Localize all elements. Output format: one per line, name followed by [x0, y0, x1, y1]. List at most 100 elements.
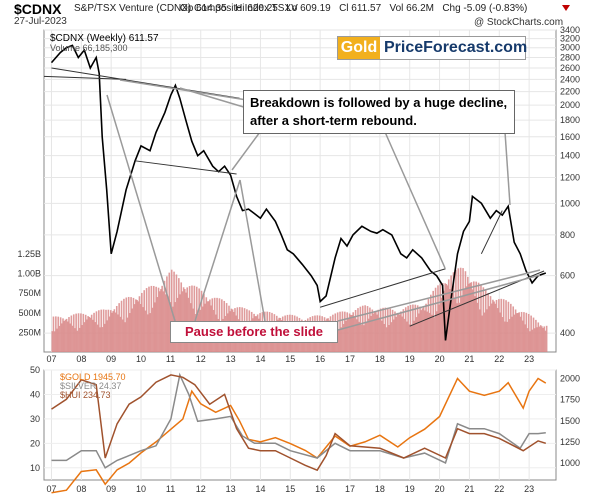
volume-bar [524, 324, 526, 352]
volume-bar [118, 303, 120, 352]
volume-bar [126, 317, 129, 352]
volume-bar [401, 316, 403, 352]
volume-bar [76, 330, 79, 352]
volume-bar [167, 297, 169, 352]
x-tick-label-bottom: 17 [345, 484, 355, 494]
volume-bar [142, 307, 144, 352]
volume-bar [513, 314, 516, 352]
volume-bar [404, 307, 407, 352]
volume-bar [499, 312, 501, 352]
volume-bar [345, 320, 347, 352]
pause-annotation: Pause before the slide [170, 321, 338, 343]
volume-bar [446, 285, 449, 352]
price-tick-label: 1200 [560, 172, 580, 182]
volume-bar [500, 298, 503, 352]
price-tick-label: 2200 [560, 87, 580, 97]
volume-bar [508, 319, 511, 352]
metals-left-tick: 10 [30, 463, 40, 473]
volume-bar [101, 327, 104, 352]
volume-bar [440, 297, 443, 352]
volume-bar [354, 309, 357, 352]
volume-tick-label: 1.00B [17, 269, 41, 279]
volume-bar [430, 294, 432, 352]
volume-bar [191, 285, 193, 352]
volume-bar [519, 316, 522, 352]
volume-bar [52, 316, 55, 352]
volume-bar [506, 321, 509, 352]
volume-bar [107, 309, 110, 352]
volume-bar [149, 313, 151, 352]
volume-bar [523, 312, 525, 352]
volume-bar [114, 312, 117, 352]
volume-bar [55, 316, 57, 352]
volume-bar [452, 272, 455, 352]
volume-bar [94, 322, 97, 352]
volume-bar [61, 323, 63, 352]
volume-bar [359, 306, 362, 352]
x-tick-label-top: 15 [285, 354, 295, 364]
x-tick-label-top: 21 [464, 354, 474, 364]
volume-bar [378, 317, 381, 352]
volume-bar [358, 321, 360, 352]
goldpriceforecast-logo[interactable]: Gold PriceForecast.com [337, 36, 527, 60]
volume-bar [66, 321, 69, 352]
volume-bar [537, 322, 540, 352]
price-tick-label: 2000 [560, 100, 580, 110]
stat-change: Chg -5.09 (-0.83%) [442, 3, 528, 14]
volume-bar [431, 314, 433, 352]
x-tick-label-top: 22 [494, 354, 504, 364]
x-tick-label-bottom: 07 [46, 484, 56, 494]
volume-bar [388, 325, 390, 352]
volume-bar [182, 287, 185, 352]
volume-bar [418, 313, 420, 352]
trend-line [320, 268, 446, 308]
x-tick-label-bottom: 18 [375, 484, 385, 494]
x-tick-label-top: 19 [405, 354, 415, 364]
volume-bar [344, 311, 346, 352]
volume-bar [480, 284, 482, 352]
volume-bar [514, 309, 517, 352]
volume-bar [450, 275, 452, 352]
volume-bar [432, 290, 435, 352]
volume-bar [389, 308, 392, 352]
stat-open: Op 614.35 [180, 3, 227, 14]
volume-bar [158, 291, 161, 352]
price-tick-label: 800 [560, 230, 575, 240]
volume-bar [68, 317, 70, 352]
volume-bar [507, 301, 510, 352]
volume-bar [148, 286, 150, 352]
volume-bar [357, 308, 359, 352]
volume-bar [184, 289, 186, 352]
metals-right-tick: 1250 [560, 437, 580, 447]
volume-bar [453, 298, 456, 352]
annotation-pointer-line [504, 131, 511, 206]
volume-bar [93, 312, 95, 352]
x-tick-label-top: 12 [196, 354, 206, 364]
volume-bar [162, 291, 165, 352]
silver-line [51, 372, 546, 469]
hui-line [51, 374, 547, 472]
volume-bar [529, 331, 531, 352]
volume-bar [542, 328, 544, 352]
x-tick-label-top: 14 [255, 354, 265, 364]
annotation-pointer-line [239, 179, 266, 322]
volume-bar [144, 310, 147, 352]
volume-bar [80, 313, 82, 352]
x-tick-label-top: 10 [136, 354, 146, 364]
volume-bar [510, 303, 512, 352]
volume-bar [530, 315, 532, 352]
volume-bar [521, 320, 524, 352]
volume-bar [468, 283, 470, 352]
volume-bar [487, 292, 489, 352]
volume-bar [449, 289, 451, 352]
volume-bar [425, 303, 427, 352]
volume-bar [477, 282, 480, 352]
volume-bar [517, 312, 519, 352]
volume-bar [474, 296, 476, 352]
annotation-pointer-line [194, 179, 241, 322]
volume-bar [340, 327, 343, 352]
volume-bar [137, 301, 140, 352]
volume-bar [458, 302, 461, 352]
volume-bar [470, 282, 473, 352]
